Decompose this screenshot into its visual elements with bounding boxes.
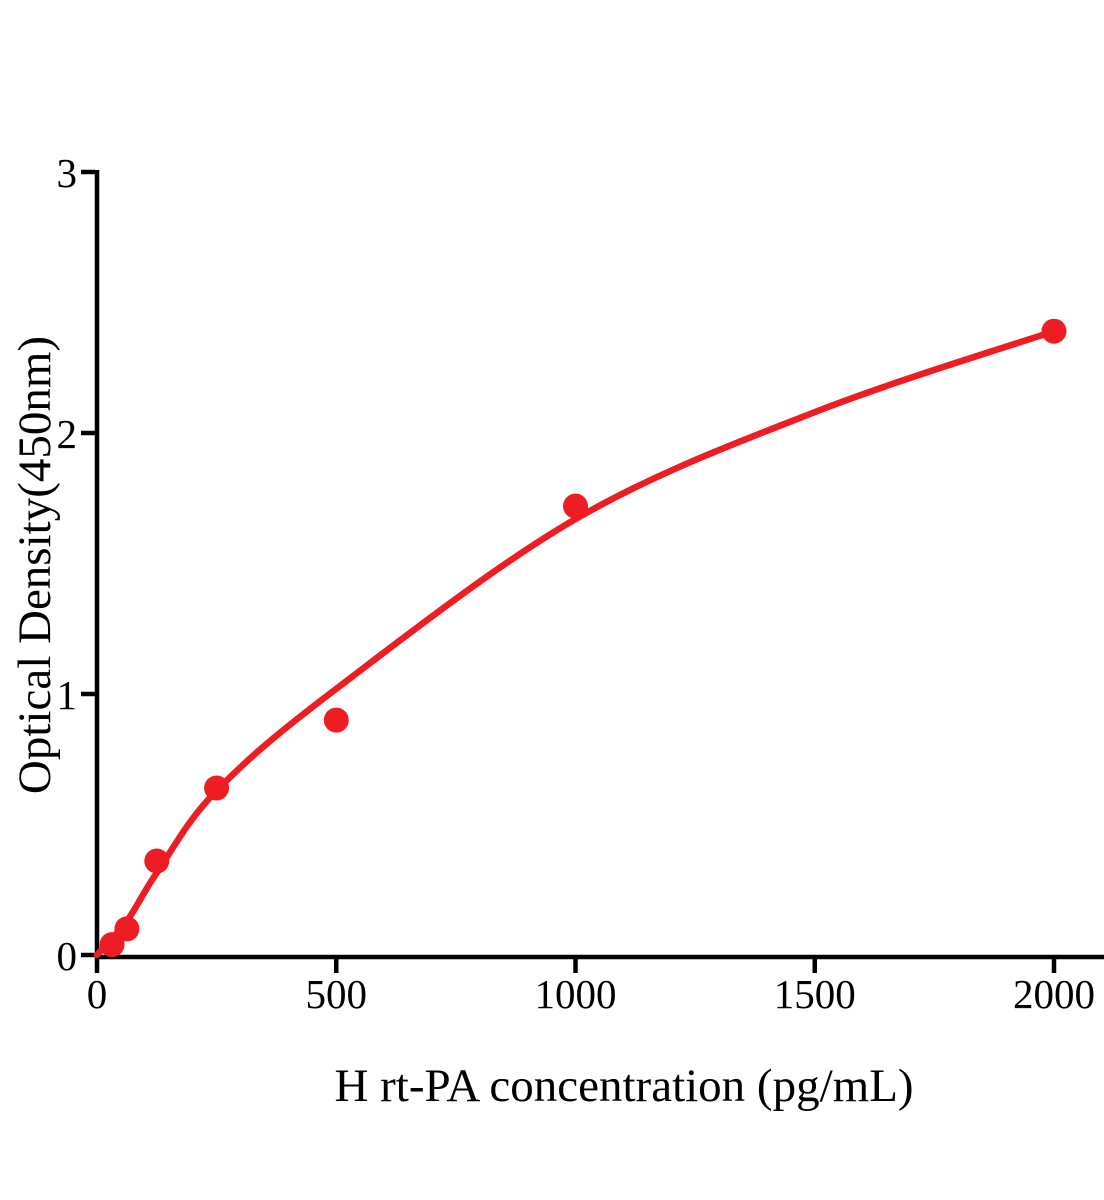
y-axis-ticks <box>81 169 95 958</box>
x-axis-tick-labels: 0 500 1000 1500 2000 <box>87 971 1095 1017</box>
y-tick-label: 0 <box>57 933 78 979</box>
x-tick-label: 1000 <box>535 971 617 1017</box>
y-axis: 0 1 2 3 Optical Density(450nm) <box>9 150 100 979</box>
data-point <box>144 848 170 874</box>
x-axis-ticks <box>94 959 1057 973</box>
y-axis-tick-labels: 0 1 2 3 <box>57 150 78 979</box>
y-tick-label: 2 <box>57 411 78 457</box>
x-axis: 0 500 1000 1500 2000 H rt-PA concentration (… <box>87 954 1104 1112</box>
fit-curve-line <box>93 327 1058 959</box>
x-tick-label: 1500 <box>774 971 856 1017</box>
y-tick-label: 1 <box>57 672 78 718</box>
data-point <box>323 707 349 733</box>
data-point <box>1041 318 1067 344</box>
data-point <box>99 932 125 958</box>
data-point <box>204 775 230 801</box>
x-axis-title: H rt-PA concentration (pg/mL) <box>334 1060 913 1112</box>
y-axis-title: Optical Density(450nm) <box>9 336 61 794</box>
x-tick-label: 500 <box>306 971 368 1017</box>
data-points-group <box>99 318 1067 958</box>
data-point <box>114 916 140 942</box>
data-point <box>563 493 588 519</box>
x-tick-label: 2000 <box>1013 971 1095 1017</box>
x-tick-label: 0 <box>87 971 108 1017</box>
y-tick-label: 3 <box>57 150 78 196</box>
